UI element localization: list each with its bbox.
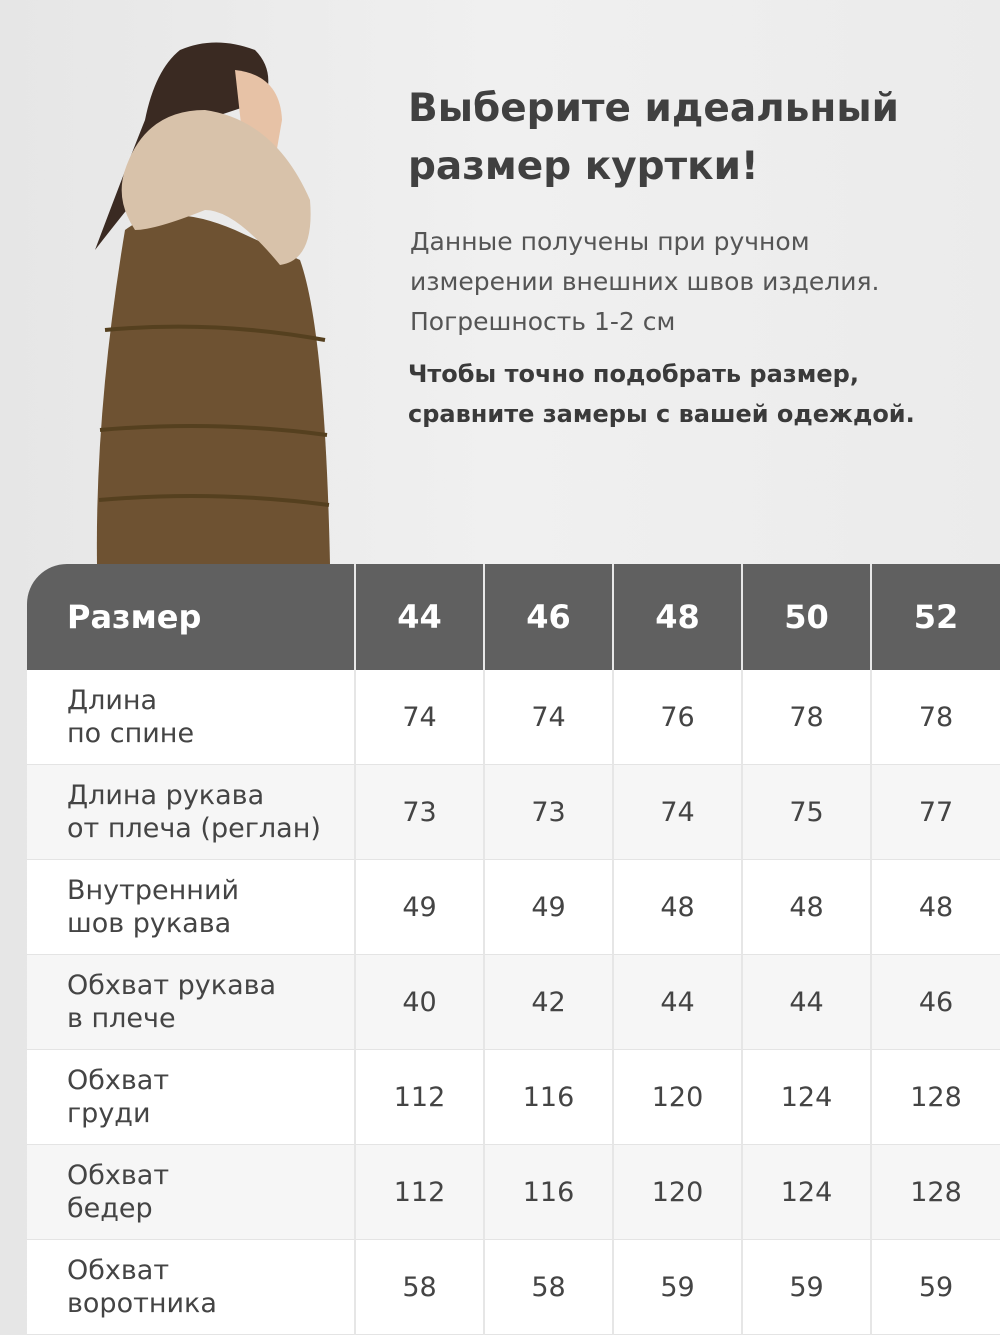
tip-line: Чтобы точно подобрать размер, [408,360,859,388]
fit-tip: Чтобы точно подобрать размер, сравните з… [408,354,998,434]
table-row: Обхват бедер 112 116 120 124 128 [27,1144,1000,1240]
measurement-value: 58 [484,1239,614,1335]
label-line: груди [67,1098,151,1129]
measurement-value: 73 [355,764,485,860]
size-50-header: 50 [742,564,872,670]
measurement-value: 78 [871,670,1000,765]
measurement-value: 49 [484,859,614,955]
table-row: Обхват груди 112 116 120 124 128 [27,1049,1000,1145]
measurement-value: 78 [742,670,872,765]
measurement-value: 46 [871,954,1000,1050]
measurement-value: 44 [613,954,743,1050]
measurement-value: 48 [613,859,743,955]
measurement-value: 112 [355,1049,485,1145]
size-46-header: 46 [484,564,614,670]
measurement-label: Обхват груди [27,1049,356,1145]
measurement-value: 120 [613,1144,743,1240]
model-photo [95,42,330,564]
measurement-value: 58 [355,1239,485,1335]
label-line: Обхват [67,1160,170,1191]
jacket-seams [98,324,330,507]
table-row: Обхват воротника 58 58 59 59 59 [27,1239,1000,1335]
headline: Выберите идеальный размер куртки! [408,80,988,196]
measurement-label: Обхват воротника [27,1239,356,1335]
info-line: Данные получены при ручном [410,227,810,256]
measurement-value: 112 [355,1144,485,1240]
measurement-value: 40 [355,954,485,1050]
measurement-value: 116 [484,1144,614,1240]
measurement-value: 48 [742,859,872,955]
measurement-value: 76 [613,670,743,765]
fur-collar [121,110,311,265]
measurement-value: 120 [613,1049,743,1145]
measurement-value: 73 [484,764,614,860]
measurement-label: Длина рукава от плеча (реглан) [27,764,356,860]
measurement-info: Данные получены при ручном измерении вне… [410,222,990,342]
measurement-value: 124 [742,1144,872,1240]
measurement-label: Обхват рукава в плече [27,954,356,1050]
label-line: Обхват [67,1065,170,1096]
measurement-value: 44 [742,954,872,1050]
size-48-header: 48 [613,564,743,670]
hair [95,42,269,250]
measurement-value: 49 [355,859,485,955]
measurement-value: 128 [871,1144,1000,1240]
measurement-value: 42 [484,954,614,1050]
measurement-value: 116 [484,1049,614,1145]
measurement-label: Длина по спине [27,670,356,765]
tip-line: сравните замеры с вашей одеждой. [408,400,915,428]
measurement-value: 74 [613,764,743,860]
label-line: Длина [67,685,158,716]
table-row: Длина по спине 74 74 76 78 78 [27,670,1000,765]
measurement-value: 75 [742,764,872,860]
table-row: Обхват рукава в плече 40 42 44 44 46 [27,954,1000,1050]
table-row: Длина рукава от плеча (реглан) 73 73 74 75 77 [27,764,1000,860]
info-line: измерении внешних швов изделия. [410,267,880,296]
label-line: Длина рукава [67,780,265,811]
size-column-header: Размер [27,564,356,670]
measurement-value: 74 [355,670,485,765]
measurement-value: 124 [742,1049,872,1145]
measurement-value: 77 [871,764,1000,860]
measurement-label: Внутренний шов рукава [27,859,356,955]
measurement-value: 59 [613,1239,743,1335]
measurement-value: 128 [871,1049,1000,1145]
label-line: от плеча (реглан) [67,813,321,844]
size-table: Размер 44 46 48 50 52 Длина по спине 74 74 76 78 78… [27,564,1000,1335]
measurement-value: 59 [742,1239,872,1335]
label-line: Обхват [67,1255,170,1286]
headline-line: размер куртки! [408,144,759,189]
size-52-header: 52 [871,564,1000,670]
measurement-value: 48 [871,859,1000,955]
label-line: шов рукава [67,908,232,939]
label-line: по спине [67,718,195,749]
measurement-value: 74 [484,670,614,765]
label-line: Обхват рукава [67,970,277,1001]
table-row: Внутренний шов рукава 49 49 48 48 48 [27,859,1000,955]
label-line: Внутренний [67,875,240,906]
headline-line: Выберите идеальный [408,86,899,131]
label-line: воротника [67,1288,217,1319]
label-line: в плече [67,1003,176,1034]
measurement-value: 59 [871,1239,1000,1335]
size-header-row: Размер 44 46 48 50 52 [27,564,1000,670]
label-line: бедер [67,1193,153,1224]
jacket-body [96,215,330,564]
measurement-label: Обхват бедер [27,1144,356,1240]
size-44-header: 44 [355,564,485,670]
info-line: Погрешность 1-2 см [410,307,676,336]
